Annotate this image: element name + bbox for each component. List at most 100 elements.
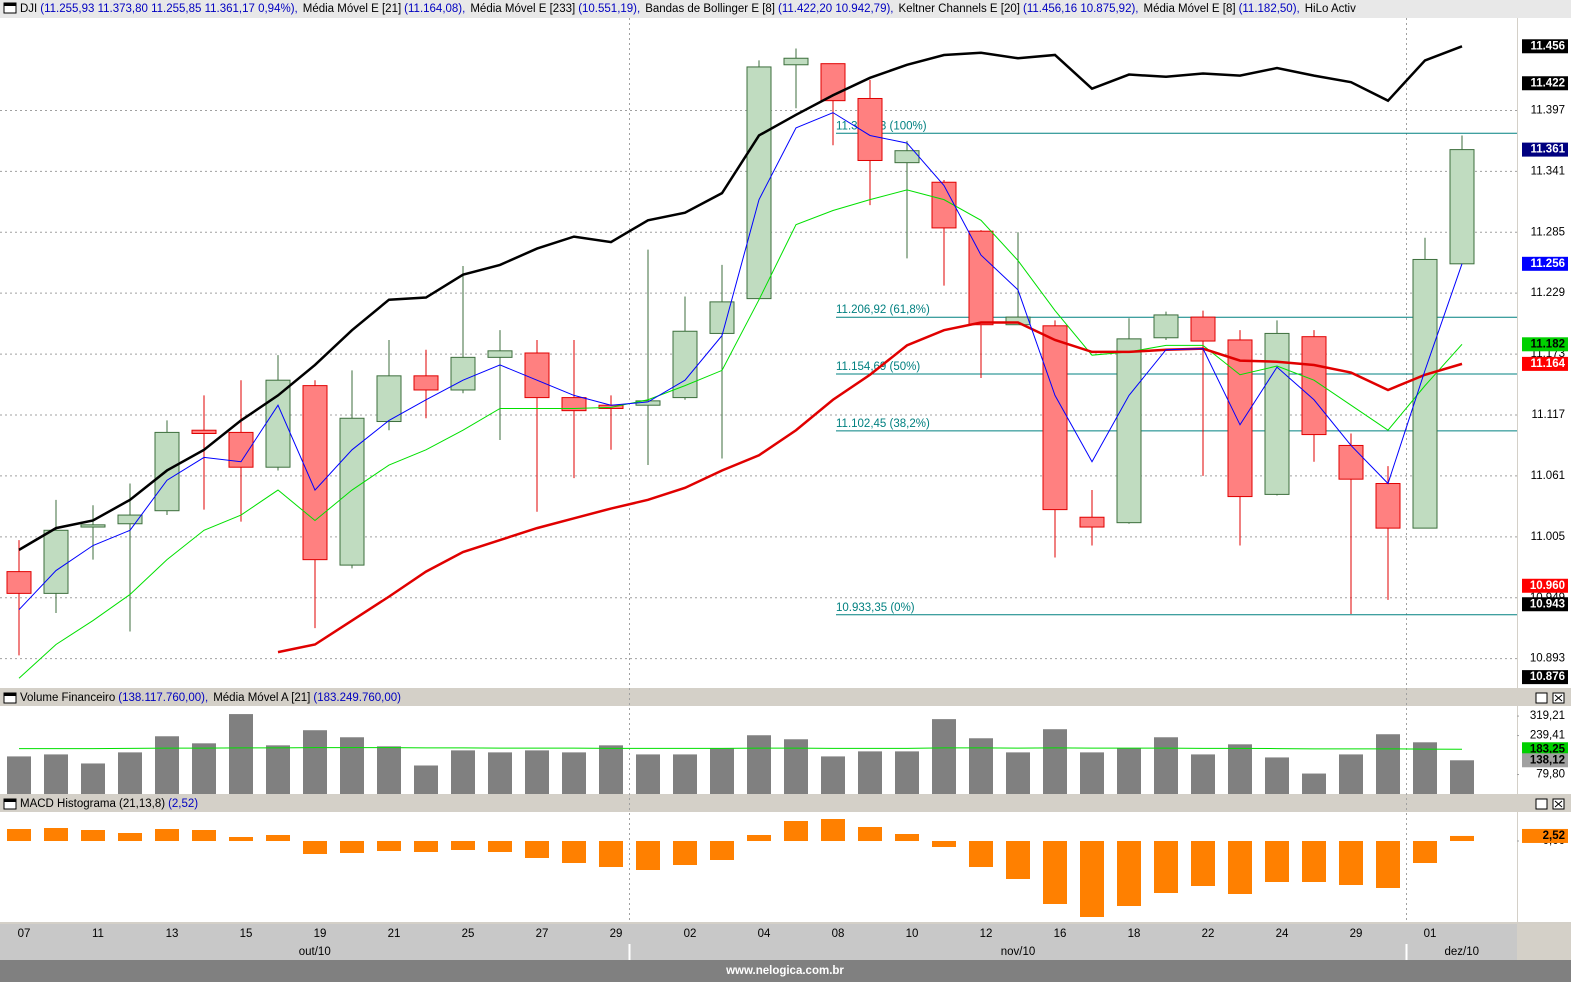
candle-body xyxy=(117,514,143,525)
month-axis xyxy=(0,944,1517,960)
bar xyxy=(821,819,845,841)
bar xyxy=(932,841,956,847)
bar xyxy=(1154,737,1178,794)
bar xyxy=(895,751,919,794)
price-tag-label: 11.164 xyxy=(1530,358,1565,370)
legend-value: (10.551,19), xyxy=(578,3,640,15)
bar xyxy=(81,763,105,794)
price-tag-label: 2,52 xyxy=(1543,830,1565,842)
y-tick-label: 239,41 xyxy=(1530,730,1565,742)
y-tick-label: 11.061 xyxy=(1531,470,1565,482)
candle-body xyxy=(1190,316,1216,342)
maximize-button[interactable] xyxy=(1535,692,1548,704)
bar xyxy=(1191,841,1215,886)
candle-body xyxy=(1412,258,1438,529)
bar xyxy=(1265,757,1289,794)
candle-body xyxy=(1227,339,1253,498)
bar xyxy=(7,829,31,841)
bar xyxy=(1265,841,1289,882)
x-tick-label: 21 xyxy=(388,928,401,940)
bar xyxy=(636,754,660,794)
bar xyxy=(932,719,956,794)
legend-name: Média Móvel E [21] xyxy=(303,3,401,15)
bar xyxy=(1154,841,1178,893)
candle-body xyxy=(1116,338,1142,524)
close-button[interactable] xyxy=(1552,798,1565,810)
macd-header xyxy=(0,796,1571,812)
bar xyxy=(821,756,845,794)
window-icon[interactable] xyxy=(3,692,17,704)
main-axis xyxy=(1518,18,1571,688)
bar xyxy=(155,829,179,841)
legend-name: Média Móvel A [21] xyxy=(213,692,310,704)
month-label: out/10 xyxy=(299,946,331,958)
candle-body xyxy=(783,57,809,66)
x-tick-label: 16 xyxy=(1054,928,1067,940)
legend-name: HiLo Activ xyxy=(1305,3,1356,15)
y-tick-label: 11.229 xyxy=(1531,287,1565,299)
legend: DJI (11.255,93 11.373,80 11.255,85 11.361… xyxy=(20,3,1356,15)
bar xyxy=(969,841,993,867)
footer-bar xyxy=(0,960,1571,982)
bar xyxy=(858,751,882,794)
price-tag xyxy=(1522,142,1568,157)
price-tag xyxy=(1522,337,1568,352)
bar xyxy=(562,841,586,863)
bar xyxy=(377,746,401,794)
bar xyxy=(636,841,660,870)
maximize-button[interactable] xyxy=(1535,798,1548,810)
bar xyxy=(451,750,475,794)
bar xyxy=(229,714,253,794)
plot-area: 11.376,03 (100%)11.206,92 (61,8%)11.154,… xyxy=(6,45,1517,679)
price-tag-label: 10.943 xyxy=(1530,598,1565,610)
legend-name: Média Móvel E [8] xyxy=(1144,3,1236,15)
bar xyxy=(1228,841,1252,894)
bar xyxy=(1450,760,1474,794)
candle-body xyxy=(1338,444,1364,480)
y-tick-label: 11.117 xyxy=(1532,409,1565,421)
candle-body xyxy=(80,524,106,528)
legend: MACD Histograma (21,13,8) (2,52) xyxy=(20,798,198,810)
indicator-line xyxy=(18,189,1463,679)
bar xyxy=(44,754,68,794)
candle-body xyxy=(1449,149,1475,265)
month-label: nov/10 xyxy=(1001,946,1036,958)
bar xyxy=(1006,841,1030,879)
close-button[interactable] xyxy=(1552,692,1565,704)
legend-value: (11.255,93 11.373,80 11.255,85 11.361,17… xyxy=(40,3,297,15)
candle-body xyxy=(561,397,587,412)
bar xyxy=(710,841,734,860)
indicator-line xyxy=(277,321,1463,654)
window-icon[interactable] xyxy=(3,2,17,14)
legend-name: Bandas de Bollinger E [8] xyxy=(645,3,775,15)
bar xyxy=(562,752,586,794)
bar xyxy=(229,837,253,841)
bar xyxy=(1117,748,1141,794)
candle-body xyxy=(154,431,180,512)
candle-body xyxy=(968,230,994,326)
bar xyxy=(1339,754,1363,794)
bar xyxy=(673,841,697,865)
bar xyxy=(155,736,179,794)
candle-body xyxy=(339,417,365,566)
bar xyxy=(1043,729,1067,794)
candle-body xyxy=(1042,325,1068,511)
price-tag-label: 11.422 xyxy=(1530,77,1565,89)
x-tick-label: 01 xyxy=(1424,928,1437,940)
candle-body xyxy=(931,181,957,229)
x-tick-label: 29 xyxy=(1350,928,1363,940)
candle-body xyxy=(6,571,32,594)
price-tag xyxy=(1522,578,1568,593)
bar xyxy=(895,834,919,841)
window-icon[interactable] xyxy=(3,798,17,810)
bar xyxy=(784,739,808,794)
y-tick-label: 11.005 xyxy=(1531,531,1565,543)
bar xyxy=(303,841,327,854)
bar xyxy=(377,841,401,851)
bar xyxy=(1302,773,1326,794)
x-tick-label: 25 xyxy=(462,928,475,940)
bar xyxy=(1450,835,1474,841)
candle-body xyxy=(1079,516,1105,528)
x-tick-label: 15 xyxy=(240,928,253,940)
price-tag xyxy=(1522,39,1568,54)
